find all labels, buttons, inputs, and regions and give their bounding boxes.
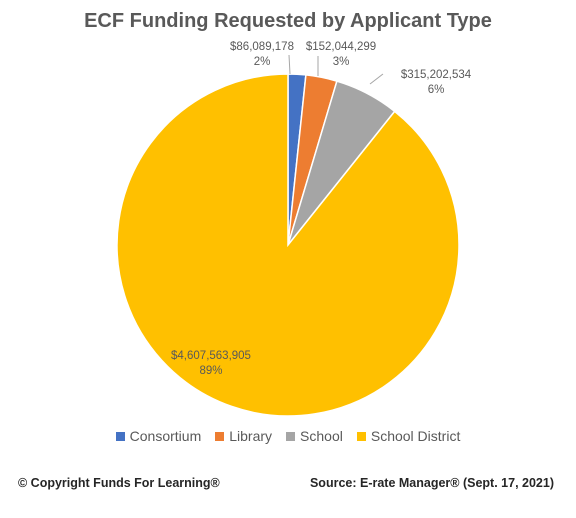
pie-chart: $86,089,178 2% $152,044,299 3% $315,202,534 6… xyxy=(116,41,472,417)
legend-swatch xyxy=(356,431,366,441)
legend-item-library: Library xyxy=(215,428,272,444)
source-text: Source: E-rate Manager® (Sept. 17, 2021) xyxy=(309,476,554,490)
pie-slice-school-district xyxy=(116,73,460,417)
legend-label: Consortium xyxy=(129,428,202,444)
legend-label: School District xyxy=(370,428,461,444)
value-label-school-district: $4,607,563,905 xyxy=(171,350,251,362)
legend-label: Library xyxy=(229,428,273,444)
percent-label-consortium: 2% xyxy=(254,56,271,68)
percent-label-school-district: 89% xyxy=(199,365,222,377)
percent-label-library: 3% xyxy=(333,56,350,68)
legend-swatch xyxy=(286,431,296,441)
legend-item-school: School xyxy=(286,428,343,444)
value-label-consortium: $86,089,178 xyxy=(230,41,294,53)
legend-item-consortium: Consortium xyxy=(115,428,202,444)
legend-swatch xyxy=(115,431,125,441)
legend-swatch xyxy=(215,431,225,441)
legend-label: School xyxy=(300,428,343,444)
copyright-text: © Copyright Funds For Learning® xyxy=(18,476,220,490)
chart-title: ECF Funding Requested by Applicant Type xyxy=(84,10,492,32)
percent-label-school: 6% xyxy=(428,84,445,96)
leader-line-school xyxy=(369,73,384,85)
leader-line-consortium xyxy=(288,54,291,75)
value-label-school: $315,202,534 xyxy=(401,69,472,81)
value-label-library: $152,044,299 xyxy=(306,41,376,53)
chart-legend: Consortium Library School School Distric… xyxy=(0,428,576,444)
legend-item-school-district: School District xyxy=(356,428,461,444)
